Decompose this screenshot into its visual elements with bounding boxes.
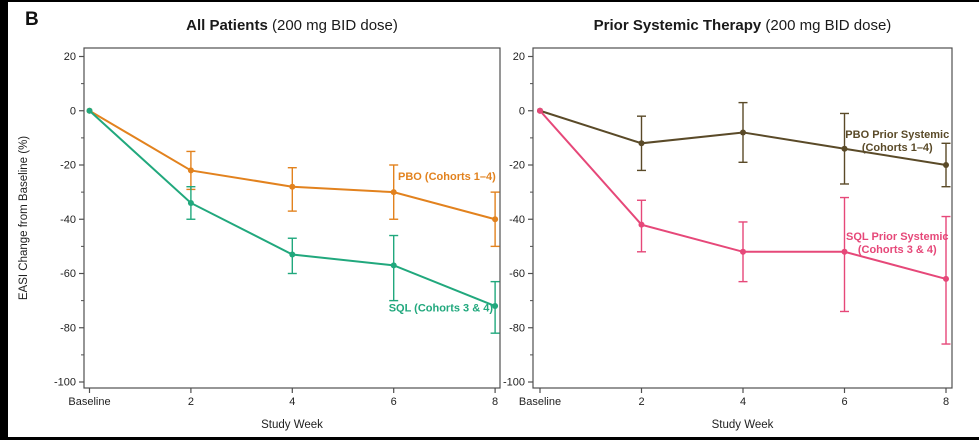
x-tick-label: 6: [391, 396, 397, 408]
x-tick-label: 4: [740, 396, 746, 408]
panel-left: 20 0 -20 -40 -60 -80 -100 Baseline 2 4 6 8 PBO (Coho…: [54, 47, 501, 408]
y-tick-label: -40: [60, 214, 76, 226]
plot-box: [532, 47, 953, 389]
y-tick-label: 20: [64, 51, 76, 63]
left-x-axis-label: Study Week: [261, 419, 323, 431]
frame-border-left: [0, 0, 8, 440]
y-axis-label: EASI Change from Baseline (%): [18, 135, 30, 301]
y-tick-label: -100: [503, 377, 525, 389]
frame-border-top: [0, 0, 979, 2]
data-point: [638, 221, 645, 228]
sql-cohorts-3-4-series: SQL (Cohorts 3 & 4): [86, 107, 500, 334]
series-label: SQL Prior Systemic: [846, 231, 949, 243]
left-panel-title-bold: All Patients: [186, 17, 268, 34]
right-panel-title: Prior Systemic Therapy (200 mg BID dose): [533, 17, 952, 34]
data-point: [740, 129, 746, 136]
y-tick-label: -100: [54, 377, 76, 389]
data-point: [638, 140, 645, 147]
data-point: [841, 145, 848, 152]
data-point: [841, 248, 848, 255]
y-tick-label: -80: [509, 322, 525, 334]
left-panel-title: All Patients (200 mg BID dose): [84, 17, 500, 34]
x-tick-label: 4: [289, 396, 295, 408]
pbo-prior-systemic-cohorts-1-4-series: PBO Prior Systemic(Cohorts 1–4): [537, 101, 951, 188]
data-point: [86, 107, 93, 114]
panel-letter: B: [25, 9, 39, 30]
y-tick-label: -20: [509, 160, 525, 172]
series-label: SQL (Cohorts 3 & 4): [389, 302, 494, 314]
panel-right: 20 0 -20 -40 -60 -80 -100 Baseline 2 4 6 8 PBO Prior…: [503, 47, 953, 408]
series-label: (Cohorts 1–4): [862, 142, 933, 154]
data-point: [390, 262, 397, 269]
data-point: [492, 303, 499, 310]
frame-border-bottom: [0, 437, 979, 440]
x-tick-label: 2: [188, 396, 194, 408]
data-point: [943, 275, 949, 282]
x-tick-label: 2: [638, 396, 644, 408]
y-tick-label: 0: [70, 105, 76, 117]
left-panel-title-rest: (200 mg BID dose): [267, 17, 398, 34]
y-tick-label: -20: [60, 160, 76, 172]
series-label: (Cohorts 3 & 4): [858, 244, 937, 256]
y-tick-label: 20: [513, 51, 525, 63]
data-point: [187, 167, 194, 174]
x-tick-label: 8: [943, 396, 949, 408]
x-tick-label: 8: [492, 396, 498, 408]
y-tick-label: -80: [60, 322, 76, 334]
sql-prior-systemic-cohorts-3-4-series: SQL Prior Systemic(Cohorts 3 & 4): [537, 107, 951, 345]
data-point: [289, 251, 296, 258]
right-x-axis-label: Study Week: [711, 419, 774, 431]
series-label: PBO Prior Systemic: [845, 129, 949, 141]
plot-box: [83, 47, 501, 389]
data-point: [740, 248, 746, 255]
y-tick-label: -60: [60, 268, 76, 280]
data-point: [390, 189, 397, 196]
data-point: [289, 183, 296, 190]
x-tick-label: Baseline: [68, 396, 110, 408]
pbo-cohorts-1-4-series: PBO (Cohorts 1–4): [86, 107, 500, 248]
data-point: [537, 107, 543, 114]
y-tick-label: -40: [509, 214, 525, 226]
y-tick-label: 0: [519, 105, 525, 117]
y-tick-label: -60: [509, 268, 525, 280]
x-tick-label: 6: [841, 396, 847, 408]
x-tick-label: Baseline: [519, 396, 561, 408]
data-point: [492, 216, 499, 223]
series-label: PBO (Cohorts 1–4): [398, 171, 496, 183]
right-panel-title-rest: (200 mg BID dose): [761, 17, 892, 34]
data-point: [187, 199, 194, 206]
data-point: [943, 162, 949, 168]
right-panel-title-bold: Prior Systemic Therapy: [593, 17, 762, 34]
